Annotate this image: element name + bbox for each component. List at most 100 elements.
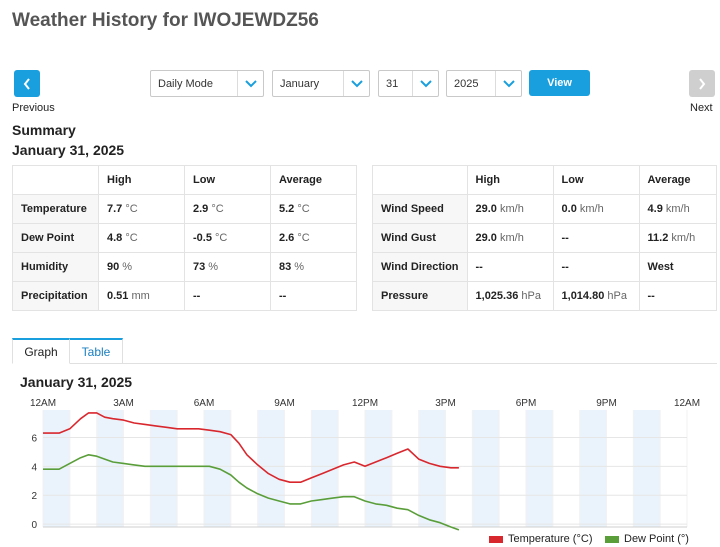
table-row: Pressure 1,025.36 hPa 1,014.80 hPa -- <box>372 281 718 311</box>
table-row: Humidity 90 % 73 % 83 % <box>12 252 357 282</box>
x-tick-label: 3PM <box>435 398 456 409</box>
header-low: Low <box>184 165 271 195</box>
value-cell-low: 0.0 km/h <box>552 194 640 224</box>
row-label: Dew Point <box>12 223 99 253</box>
row-label: Wind Speed <box>372 194 468 224</box>
mode-select-value: Daily Mode <box>158 77 214 90</box>
cell-value: -- <box>193 290 201 302</box>
header-blank <box>12 165 99 195</box>
chevron-down-icon <box>244 79 257 87</box>
cell-value: 83 <box>279 261 292 273</box>
graph-date: January 31, 2025 <box>20 374 133 390</box>
cell-value: 1,025.36 <box>475 290 519 302</box>
row-label: Wind Direction <box>372 252 468 282</box>
month-select[interactable]: January <box>272 70 370 97</box>
summary-table-temperature: High Low Average Temperature 7.7 °C 2.9 °C… <box>12 165 357 311</box>
value-cell-low: 1,014.80 hPa <box>552 281 640 311</box>
value-cell-high: 1,025.36 hPa <box>466 281 554 311</box>
cell-value: 1,014.80 <box>561 290 605 302</box>
value-cell-avg: -- <box>638 281 718 311</box>
table-row: Wind Direction -- -- West <box>372 252 718 282</box>
cell-value: -- <box>561 232 569 244</box>
cell-unit: °C <box>122 232 138 244</box>
cell-unit: % <box>119 261 133 273</box>
view-button[interactable]: View <box>529 70 590 96</box>
cell-value: 11.2 <box>647 232 669 244</box>
cell-value: -- <box>561 261 569 273</box>
day-select[interactable]: 31 <box>378 70 439 97</box>
header-average: Average <box>270 165 357 195</box>
chevron-down-icon <box>419 79 432 87</box>
row-label: Wind Gust <box>372 223 468 253</box>
cell-value: 2.6 <box>279 232 295 244</box>
legend-temperature[interactable]: Temperature (°C) <box>489 533 592 545</box>
cell-unit: % <box>205 261 219 273</box>
value-cell-low: -- <box>552 223 640 253</box>
legend-label-dew-point: Dew Point (°) <box>624 533 689 545</box>
value-cell-high: -- <box>466 252 554 282</box>
hour-band <box>150 410 178 527</box>
hour-band <box>633 410 661 527</box>
table-row: Dew Point 4.8 °C -0.5 °C 2.6 °C <box>12 223 357 253</box>
hour-band <box>526 410 553 527</box>
cell-value: 7.7 <box>107 203 123 215</box>
header-low: Low <box>552 165 640 195</box>
cell-value: -- <box>647 290 655 302</box>
x-tick-label: 9AM <box>274 398 295 409</box>
cell-unit: °C <box>294 203 310 215</box>
value-cell-low: -- <box>552 252 640 282</box>
cell-unit: mm <box>128 290 150 302</box>
next-label[interactable]: Next <box>690 102 713 114</box>
table-row: Wind Gust 29.0 km/h -- 11.2 km/h <box>372 223 718 253</box>
y-tick-label: 4 <box>31 462 37 473</box>
previous-day-button[interactable] <box>14 70 40 97</box>
summary-title: Summary <box>12 122 76 138</box>
next-day-button[interactable] <box>689 70 715 97</box>
x-tick-label: 9PM <box>596 398 617 409</box>
legend-dew-point[interactable]: Dew Point (°) <box>605 533 689 545</box>
row-label: Temperature <box>12 194 99 224</box>
legend-label-temperature: Temperature (°C) <box>508 533 593 545</box>
cell-value: 0.51 <box>107 290 129 302</box>
value-cell-high: 0.51 mm <box>98 281 185 311</box>
hour-band <box>579 410 607 527</box>
cell-value: 4.9 <box>647 203 663 215</box>
table-row: Temperature 7.7 °C 2.9 °C 5.2 °C <box>12 194 357 224</box>
legend-swatch-dew-point <box>605 535 619 543</box>
previous-label[interactable]: Previous <box>12 102 55 114</box>
header-average: Average <box>638 165 718 195</box>
mode-select[interactable]: Daily Mode <box>150 70 264 97</box>
row-label: Pressure <box>372 281 468 311</box>
cell-unit: % <box>291 261 305 273</box>
summary-table-wind: High Low Average Wind Speed 29.0 km/h 0.0 … <box>372 165 718 311</box>
hour-band <box>96 410 124 527</box>
cell-unit: °C <box>122 203 138 215</box>
value-cell-low: 73 % <box>184 252 271 282</box>
cell-value: 73 <box>193 261 206 273</box>
value-cell-avg: 83 % <box>270 252 357 282</box>
value-cell-avg: 4.9 km/h <box>638 194 718 224</box>
page-title: Weather History for IWOJEWDZ56 <box>12 10 319 31</box>
header-high: High <box>98 165 185 195</box>
value-cell-high: 29.0 km/h <box>466 223 554 253</box>
cell-value: 5.2 <box>279 203 295 215</box>
chevron-down-icon <box>350 79 363 87</box>
cell-unit: °C <box>294 232 310 244</box>
cell-value: 90 <box>107 261 120 273</box>
value-cell-low: -0.5 °C <box>184 223 271 253</box>
value-cell-high: 7.7 °C <box>98 194 185 224</box>
hour-band <box>418 410 446 527</box>
tab-graph[interactable]: Graph <box>12 338 70 364</box>
value-cell-high: 90 % <box>98 252 185 282</box>
legend-swatch-temperature <box>489 535 503 543</box>
cell-unit: km/h <box>496 203 524 215</box>
year-select[interactable]: 2025 <box>446 70 522 97</box>
value-cell-avg: 2.6 °C <box>270 223 357 253</box>
summary-date: January 31, 2025 <box>12 142 125 158</box>
cell-value: 29.0 <box>475 232 497 244</box>
row-label: Humidity <box>12 252 99 282</box>
cell-value: West <box>647 261 674 273</box>
cell-unit: km/h <box>496 232 524 244</box>
tab-table[interactable]: Table <box>70 338 123 364</box>
x-tick-label: 6PM <box>516 398 537 409</box>
